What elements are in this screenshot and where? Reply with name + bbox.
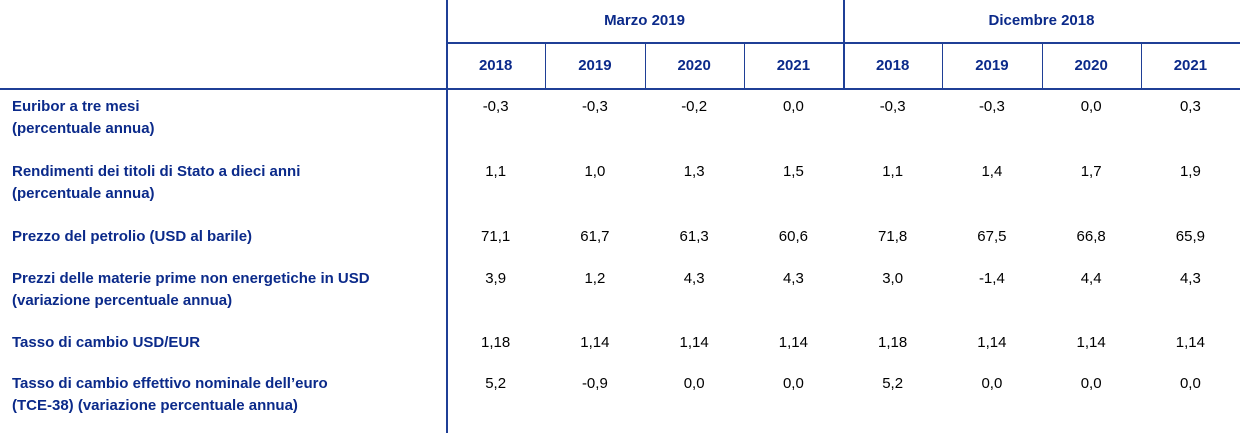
cell-value: 0,0: [1080, 98, 1102, 115]
cell-value: 0,0: [782, 98, 804, 115]
cell-value: 1,14: [580, 334, 610, 351]
cell-value: 1,18: [481, 334, 511, 351]
cell-value: 5,2: [485, 375, 507, 392]
cell-value: 0,0: [1179, 375, 1201, 392]
cell-value: 1,14: [679, 334, 709, 351]
cell-value: 0,0: [683, 375, 705, 392]
cell-value: 67,5: [977, 228, 1007, 245]
cell-value: 1,14: [977, 334, 1007, 351]
cell-value: 65,9: [1175, 228, 1205, 245]
cell-value: 1,1: [485, 163, 507, 180]
cell-value: 61,3: [679, 228, 709, 245]
cell-value: -0,3: [482, 98, 509, 115]
cell-value: 1,1: [882, 163, 904, 180]
cell-value: 1,5: [782, 163, 804, 180]
cell-value: 4,3: [1179, 270, 1201, 287]
row-label: (percentuale annua): [12, 120, 155, 137]
year-header: 2020: [1074, 57, 1108, 74]
cell-value: 5,2: [882, 375, 904, 392]
cell-value: 1,14: [1175, 334, 1205, 351]
rule: [644, 42, 646, 88]
cell-value: 1,3: [683, 163, 705, 180]
rule: [0, 88, 1240, 90]
rule: [446, 0, 448, 433]
row-label: (TCE-38) (variazione percentuale annua): [12, 397, 298, 414]
row-label: Prezzi delle materie prime non energetic…: [12, 270, 370, 287]
group-header: Marzo 2019: [604, 12, 685, 29]
cell-value: 0,0: [782, 375, 804, 392]
rule: [743, 42, 745, 88]
row-label: Tasso di cambio USD/EUR: [12, 334, 201, 351]
cell-value: 1,0: [584, 163, 606, 180]
cell-value: 0,0: [981, 375, 1003, 392]
rule: [843, 0, 845, 88]
cell-value: 4,4: [1080, 270, 1102, 287]
cell-value: 4,3: [683, 270, 705, 287]
row-label: Tasso di cambio effettivo nominale dell’…: [12, 375, 328, 392]
year-header: 2020: [677, 57, 711, 74]
cell-value: 1,14: [1076, 334, 1106, 351]
year-header: 2021: [776, 57, 811, 74]
cell-value: 0,3: [1179, 98, 1201, 115]
year-header: 2018: [478, 57, 513, 74]
row-label: Euribor a tre mesi: [12, 98, 140, 115]
cell-value: 1,7: [1080, 163, 1102, 180]
cell-value: -1,4: [978, 270, 1005, 287]
row-label: Prezzo del petrolio (USD al barile): [12, 228, 253, 245]
cell-value: 66,8: [1076, 228, 1106, 245]
group-header: Dicembre 2018: [988, 12, 1095, 29]
cell-value: 4,3: [782, 270, 804, 287]
cell-value: -0,2: [681, 98, 708, 115]
cell-value: -0,3: [581, 98, 608, 115]
year-header: 2018: [875, 57, 910, 74]
cell-value: 1,14: [778, 334, 808, 351]
cell-value: 1,4: [981, 163, 1003, 180]
rule: [942, 42, 944, 88]
cell-value: 1,9: [1179, 163, 1201, 180]
cell-value: 60,6: [778, 228, 808, 245]
cell-value: 1,18: [878, 334, 908, 351]
row-label: Rendimenti dei titoli di Stato a dieci a…: [12, 163, 301, 180]
year-header: 2019: [975, 57, 1009, 74]
year-header: 2021: [1173, 57, 1208, 74]
cell-value: 3,0: [882, 270, 904, 287]
rule: [1140, 42, 1142, 88]
row-label: (variazione percentuale annua): [12, 292, 233, 309]
cell-value: 71,1: [481, 228, 511, 245]
cell-value: 61,7: [580, 228, 610, 245]
cell-value: 0,0: [1080, 375, 1102, 392]
cell-value: 71,8: [878, 228, 908, 245]
row-label: (percentuale annua): [12, 185, 155, 202]
year-header: 2019: [578, 57, 612, 74]
rule: [1041, 42, 1043, 88]
cell-value: -0,9: [581, 375, 608, 392]
cell-value: 1,2: [584, 270, 606, 287]
cell-value: -0,3: [879, 98, 906, 115]
cell-value: -0,3: [978, 98, 1005, 115]
rule: [545, 42, 547, 88]
cell-value: 3,9: [485, 270, 507, 287]
